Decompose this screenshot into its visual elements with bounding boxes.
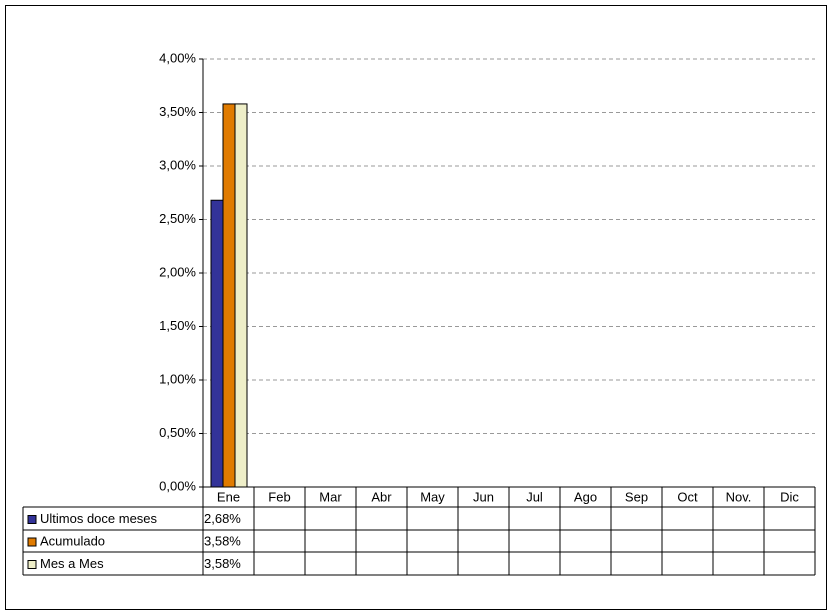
legend-label: Ultimos doce meses (40, 511, 158, 526)
y-tick-label: 2,50% (159, 211, 196, 226)
x-tick-label: Mar (319, 489, 342, 504)
x-tick-label: Oct (677, 489, 698, 504)
legend-label: Mes a Mes (40, 556, 104, 571)
legend-key (27, 537, 37, 547)
x-tick-label: Abr (371, 489, 392, 504)
bar (210, 199, 224, 488)
y-tick-label: 3,00% (159, 157, 196, 172)
legend-key (27, 560, 37, 569)
y-tick-label: 1,00% (159, 371, 196, 386)
chart-border (5, 5, 827, 610)
y-tick-label: 2,00% (159, 264, 196, 279)
x-tick-label: Feb (268, 489, 290, 504)
x-tick-label: Ene (217, 489, 240, 504)
x-tick-label: Nov. (726, 489, 752, 504)
y-tick-label: 0,50% (159, 425, 196, 440)
x-tick-label: May (420, 489, 445, 504)
bar (222, 103, 236, 488)
table-value: 3,58% (204, 533, 241, 548)
x-tick-label: Sep (625, 489, 648, 504)
x-tick-label: Jun (473, 489, 494, 504)
x-tick-label: Dic (780, 489, 799, 504)
legend-label: Acumulado (40, 533, 105, 548)
bar (234, 103, 248, 488)
y-tick-label: 3,50% (159, 104, 196, 119)
x-tick-label: Ago (574, 489, 597, 504)
y-tick-label: 0,00% (159, 478, 196, 493)
y-tick-label: 1,50% (159, 318, 196, 333)
x-tick-label: Jul (526, 489, 543, 504)
table-value: 3,58% (204, 556, 241, 571)
table-value: 2,68% (204, 511, 241, 526)
legend-key (27, 515, 37, 524)
y-tick-label: 4,00% (159, 50, 196, 65)
